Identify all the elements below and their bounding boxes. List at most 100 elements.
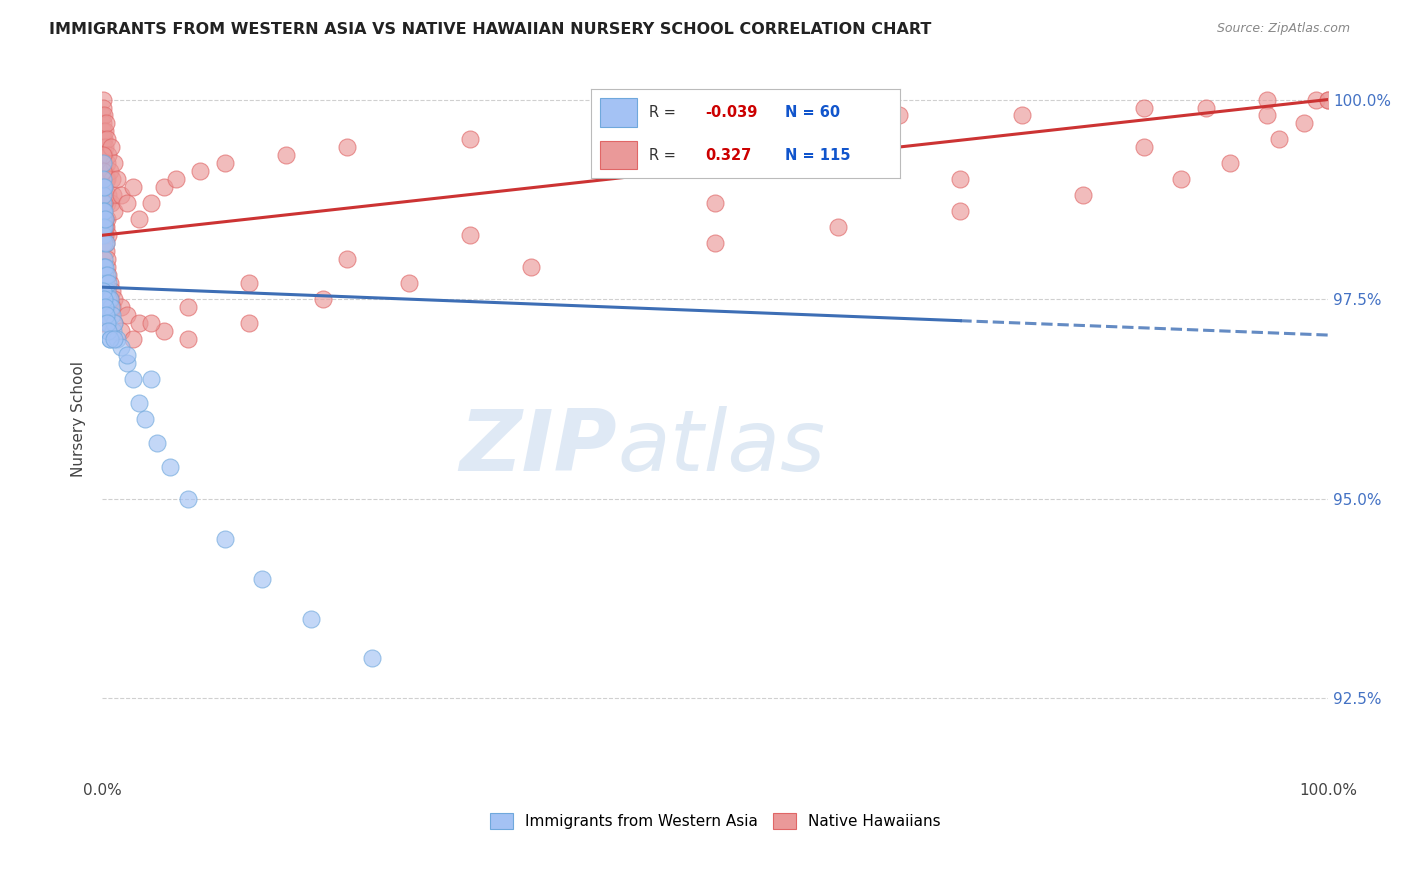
Point [91,180,114,194]
Point [177,332,200,346]
FancyBboxPatch shape [600,98,637,127]
Point [94,236,117,251]
Point [177,300,200,314]
Point [101,308,124,322]
Point [250,572,273,586]
Point [91,93,114,107]
Point [146,435,169,450]
Point [97,324,120,338]
Point [121,332,143,346]
Point [238,276,260,290]
Point [93,108,115,122]
Point [765,116,787,130]
Point [91,148,114,162]
Point [128,212,150,227]
Point [458,228,481,243]
Point [1133,101,1156,115]
Point [93,228,115,243]
Point [97,228,120,243]
Point [93,148,115,162]
Point [103,332,125,346]
Point [214,156,236,170]
Point [97,148,120,162]
Point [93,164,115,178]
Point [103,156,125,170]
Point [115,348,138,362]
Point [110,188,132,202]
Point [94,284,117,298]
Point [91,196,114,211]
Point [1133,140,1156,154]
Point [91,132,114,146]
Point [97,276,120,290]
Point [94,236,117,251]
Point [94,220,117,235]
Point [105,332,128,346]
Point [887,108,910,122]
Point [152,180,174,194]
Point [93,140,115,154]
Point [98,164,121,178]
Point [94,172,117,186]
Text: ZIP: ZIP [460,406,617,489]
Point [97,188,120,202]
Point [94,300,117,314]
Point [98,292,121,306]
Point [91,308,114,322]
Point [91,156,114,170]
Point [1268,132,1291,146]
Point [214,532,236,546]
Point [93,212,115,227]
Point [520,260,543,275]
Text: N = 115: N = 115 [786,148,851,162]
Point [103,292,125,306]
Point [121,180,143,194]
Point [101,300,124,314]
Point [93,124,115,138]
Point [96,132,118,146]
Point [93,196,115,211]
Point [1292,116,1315,130]
Point [398,276,420,290]
Point [336,140,359,154]
Point [105,172,128,186]
Text: -0.039: -0.039 [704,105,758,120]
Point [93,300,115,314]
Point [1071,188,1094,202]
Point [98,292,121,306]
Point [91,220,114,235]
Point [94,140,117,154]
Point [704,196,727,211]
Point [91,108,114,122]
Point [103,324,125,338]
Point [93,292,115,306]
Point [96,268,118,283]
Point [93,180,115,194]
Point [93,212,115,227]
Point [91,116,114,130]
Point [91,164,114,178]
Point [299,611,322,625]
Point [94,276,117,290]
Point [93,204,115,219]
Point [159,459,181,474]
Point [336,252,359,267]
Point [91,212,114,227]
Point [96,212,118,227]
Point [1256,93,1278,107]
Point [93,132,115,146]
Point [94,116,117,130]
Point [93,220,115,235]
Point [458,132,481,146]
Point [94,244,117,259]
Point [165,172,187,186]
Point [94,220,117,235]
Point [274,148,297,162]
Point [96,252,118,267]
Point [128,316,150,330]
Point [93,228,115,243]
Legend: Immigrants from Western Asia, Native Hawaiians: Immigrants from Western Asia, Native Haw… [484,807,946,835]
Point [115,356,138,370]
Point [188,164,211,178]
Point [1317,93,1340,107]
